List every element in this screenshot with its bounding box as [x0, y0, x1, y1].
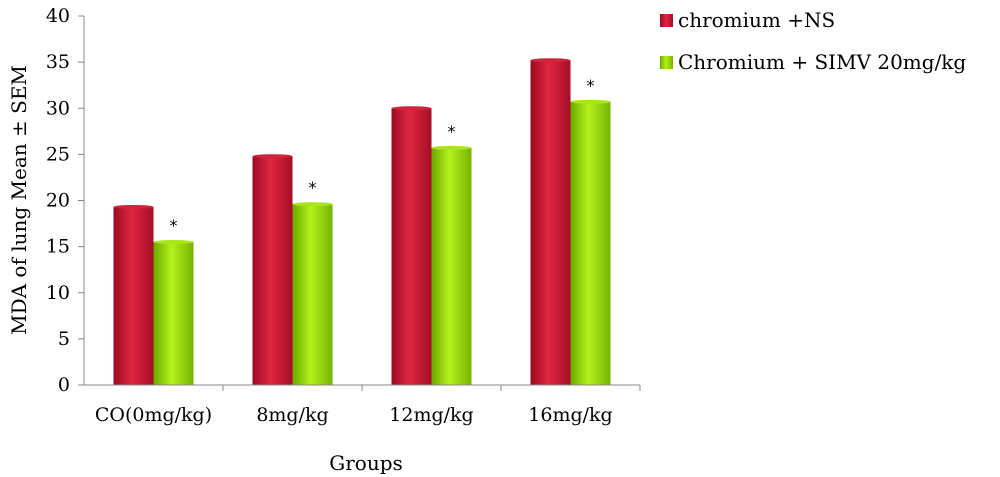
bar-chromium-ns-1 — [252, 156, 293, 385]
legend-label: Chromium + SIMV 20mg/kg — [678, 50, 966, 74]
bar-top-cap — [292, 202, 333, 207]
legend-swatch — [660, 56, 673, 69]
x-tick-label: CO(0mg/kg) — [95, 404, 212, 426]
bar-chromium-simv-3 — [570, 101, 611, 385]
bar-chromium-ns-2 — [391, 108, 432, 385]
bar-top-cap — [113, 204, 154, 209]
bar-top-cap — [431, 145, 472, 150]
y-tick-label: 10 — [46, 282, 70, 304]
y-ticks: 0 5 10 15 20 25 30 35 40 — [46, 5, 84, 396]
y-tick-label: 30 — [46, 97, 70, 119]
y-tick-label: 40 — [46, 5, 70, 27]
bar-top-cap — [570, 99, 611, 104]
significance-marker: * — [309, 178, 317, 197]
significance-marker: * — [170, 216, 178, 235]
y-tick-label: 15 — [46, 236, 70, 258]
x-tick-label: 16mg/kg — [528, 404, 612, 426]
plot-area: * * * * — [113, 58, 611, 385]
bar-chromium-simv-2 — [431, 147, 472, 385]
y-axis-title: MDA of lung Mean ± SEM — [7, 65, 31, 335]
bar-top-cap — [252, 154, 293, 159]
y-tick-label: 25 — [46, 143, 70, 165]
y-tick-label: 5 — [58, 328, 70, 350]
y-tick-label: 0 — [58, 374, 70, 396]
y-tick-label: 35 — [46, 51, 70, 73]
y-tick-label: 20 — [46, 190, 70, 212]
bar-chromium-ns-3 — [530, 60, 571, 385]
bar-top-cap — [391, 106, 432, 111]
legend-swatch — [660, 14, 673, 27]
significance-marker: * — [587, 76, 595, 95]
bar-chromium-simv-0 — [153, 242, 194, 385]
legend: chromium +NS Chromium + SIMV 20mg/kg — [660, 8, 966, 74]
bar-top-cap — [153, 240, 194, 245]
x-ticks: CO(0mg/kg) 8mg/kg 12mg/kg 16mg/kg — [95, 385, 641, 426]
x-axis-title: Groups — [329, 451, 403, 475]
significance-marker: * — [448, 122, 456, 141]
x-tick-label: 12mg/kg — [389, 404, 473, 426]
bar-chromium-simv-1 — [292, 204, 333, 385]
x-tick-label: 8mg/kg — [256, 404, 328, 426]
bar-chromium-ns-0 — [113, 206, 154, 385]
legend-label: chromium +NS — [678, 8, 835, 32]
bar-top-cap — [530, 58, 571, 63]
